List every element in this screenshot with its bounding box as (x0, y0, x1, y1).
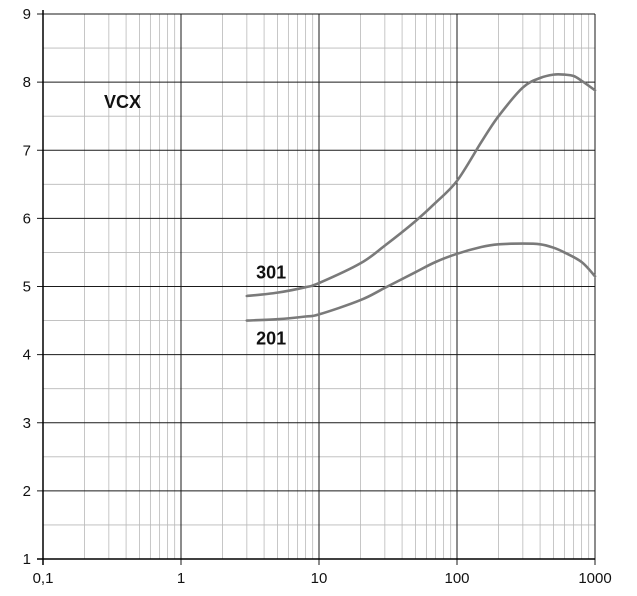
y-tick-label: 5 (23, 279, 31, 296)
series-layer (245, 73, 597, 322)
x-tick-label: 10 (311, 570, 328, 587)
chart-annotation: VCX (104, 92, 141, 112)
y-tick-label: 4 (23, 347, 31, 364)
series-label-301: 301 (256, 262, 286, 282)
x-tick-label: 1000 (578, 570, 611, 587)
y-tick-label: 3 (23, 415, 31, 432)
y-tick-label: 6 (23, 210, 31, 227)
series-line-301 (245, 73, 597, 298)
axes-layer (37, 10, 596, 565)
y-tick-label: 9 (23, 6, 31, 23)
x-tick-label: 1 (177, 570, 185, 587)
y-tick-label: 7 (23, 142, 31, 159)
y-tick-label: 8 (23, 74, 31, 91)
series-label-201: 201 (256, 328, 286, 348)
x-tick-label: 100 (444, 570, 469, 587)
y-tick-label: 1 (23, 551, 31, 568)
y-tick-label: 2 (23, 483, 31, 500)
series-line-201 (245, 242, 597, 322)
x-tick-label: 0,1 (33, 570, 54, 587)
